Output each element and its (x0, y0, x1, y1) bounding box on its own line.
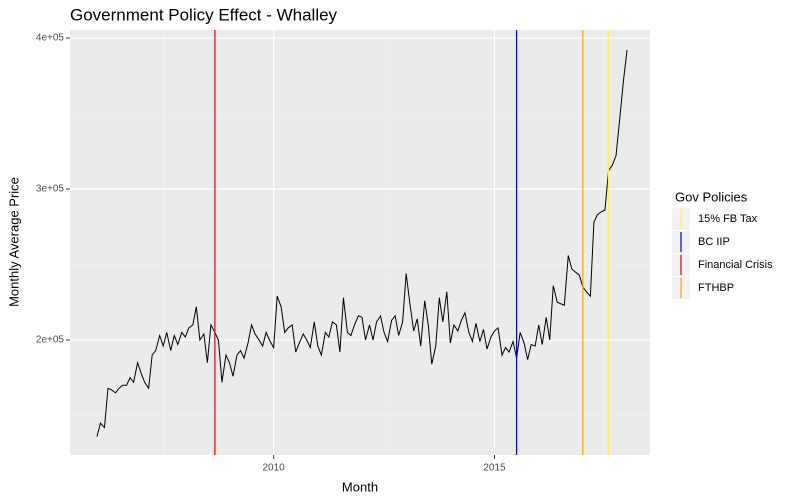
legend-label: Financial Crisis (698, 259, 773, 271)
x-tick-label: 2010 (263, 463, 286, 474)
x-tick-label: 2015 (483, 463, 506, 474)
plot-panel (70, 30, 650, 455)
chart-title: Government Policy Effect - Whalley (70, 5, 338, 24)
y-tick-label: 3e+05 (36, 184, 65, 195)
y-axis-title: Monthly Average Price (6, 177, 21, 307)
x-axis-title: Month (342, 479, 378, 494)
y-tick-label: 4e+05 (36, 33, 65, 44)
legend-title: Gov Policies (675, 189, 748, 204)
y-tick-label: 2e+05 (36, 335, 65, 346)
legend-label: 15% FB Tax (698, 213, 758, 225)
price-line (96, 50, 628, 437)
legend-label: BC IIP (698, 236, 730, 248)
legend-label: FTHBP (698, 282, 734, 294)
